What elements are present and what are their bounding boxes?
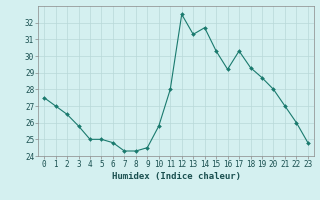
X-axis label: Humidex (Indice chaleur): Humidex (Indice chaleur) [111,172,241,181]
